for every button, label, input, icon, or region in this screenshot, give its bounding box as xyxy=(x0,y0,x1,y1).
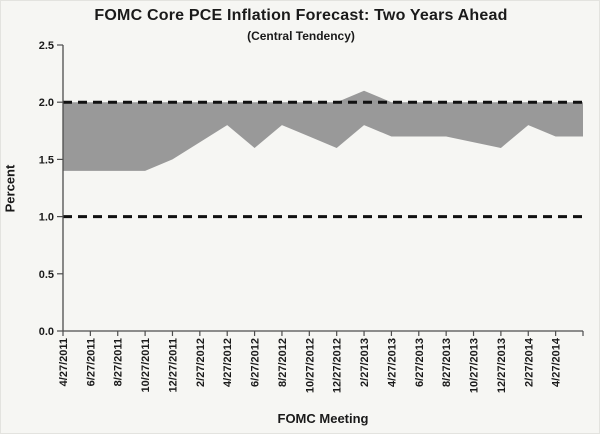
chart-title: FOMC Core PCE Inflation Forecast: Two Ye… xyxy=(94,7,508,24)
x-tick-label: 8/27/2011 xyxy=(113,338,125,386)
y-tick-label: 1.5 xyxy=(39,154,54,166)
x-tick-label: 12/27/2011 xyxy=(167,338,179,392)
x-tick-label: 8/27/2013 xyxy=(441,338,453,387)
y-tick-label: 0.5 xyxy=(39,269,54,281)
x-tick-label: 2/27/2014 xyxy=(523,337,535,387)
x-tick-label: 4/27/2014 xyxy=(551,337,563,387)
x-tick-label: 10/27/2012 xyxy=(304,338,316,393)
x-tick-label: 6/27/2012 xyxy=(250,338,262,387)
x-tick-label: 6/27/2011 xyxy=(85,338,97,386)
x-axis-title: FOMC Meeting xyxy=(277,411,369,426)
chart-subtitle: (Central Tendency) xyxy=(247,29,355,43)
x-tick-label: 12/27/2013 xyxy=(496,338,508,393)
y-tick-label: 1.0 xyxy=(39,212,54,224)
y-tick-label: 0.0 xyxy=(39,326,54,338)
x-tick-label: 10/27/2011 xyxy=(140,338,152,392)
x-tick-label: 10/27/2013 xyxy=(469,338,481,393)
y-tick-label: 2.0 xyxy=(39,97,54,109)
x-tick-label: 4/27/2012 xyxy=(222,338,234,387)
x-tick-label: 2/27/2013 xyxy=(359,338,371,387)
x-tick-label: 2/27/2012 xyxy=(195,338,207,387)
y-tick-label: 2.5 xyxy=(39,40,54,52)
x-tick-label: 4/27/2013 xyxy=(386,338,398,387)
central-tendency-band xyxy=(63,90,583,171)
x-tick-label: 4/27/2011 xyxy=(58,338,70,386)
x-tick-label: 8/27/2012 xyxy=(277,338,289,387)
x-tick-label: 12/27/2012 xyxy=(332,338,344,393)
x-tick-label: 6/27/2013 xyxy=(414,338,426,387)
